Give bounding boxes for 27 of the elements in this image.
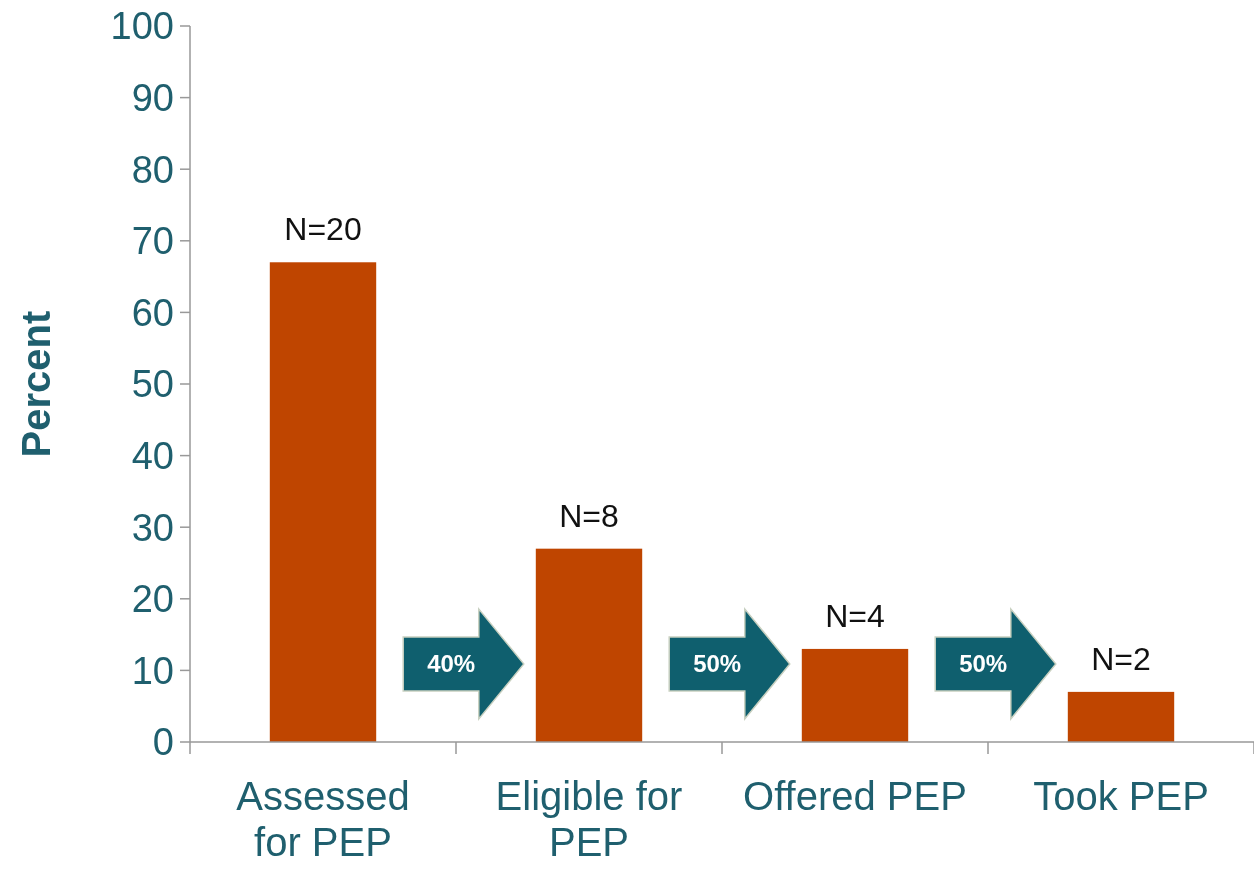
y-tick-label: 90 [131, 76, 174, 119]
annotation: N=8 [559, 497, 619, 534]
annotation: N=20 [284, 211, 362, 248]
x-tick-label: Assessed for PEP [236, 774, 410, 864]
y-tick-label: 40 [131, 434, 174, 477]
bar [535, 548, 643, 742]
x-tick-label: Eligible for PEP [495, 774, 683, 864]
bar [1067, 691, 1175, 742]
annotation: 50% [693, 650, 742, 678]
y-tick-label: 30 [131, 506, 174, 549]
y-axis-title: Percent [14, 310, 58, 458]
annotation: N=2 [1091, 640, 1151, 677]
x-tick-label: Offered PEP [743, 774, 967, 818]
y-tick-label: 0 [152, 721, 174, 764]
y-tick-label: 100 [110, 5, 174, 48]
bar [801, 648, 909, 742]
annotation: N=4 [825, 597, 885, 634]
y-tick-label: 70 [131, 220, 174, 263]
y-tick-label: 80 [131, 148, 174, 191]
annotation: 40% [427, 650, 476, 678]
y-tick-label: 50 [131, 363, 174, 406]
annotation: 50% [959, 650, 1008, 678]
y-tick-label: 10 [131, 649, 174, 692]
x-tick-label: Took PEP [1033, 774, 1209, 818]
y-tick-label: 60 [131, 291, 174, 334]
bar [269, 262, 377, 742]
y-tick-label: 20 [131, 578, 174, 621]
